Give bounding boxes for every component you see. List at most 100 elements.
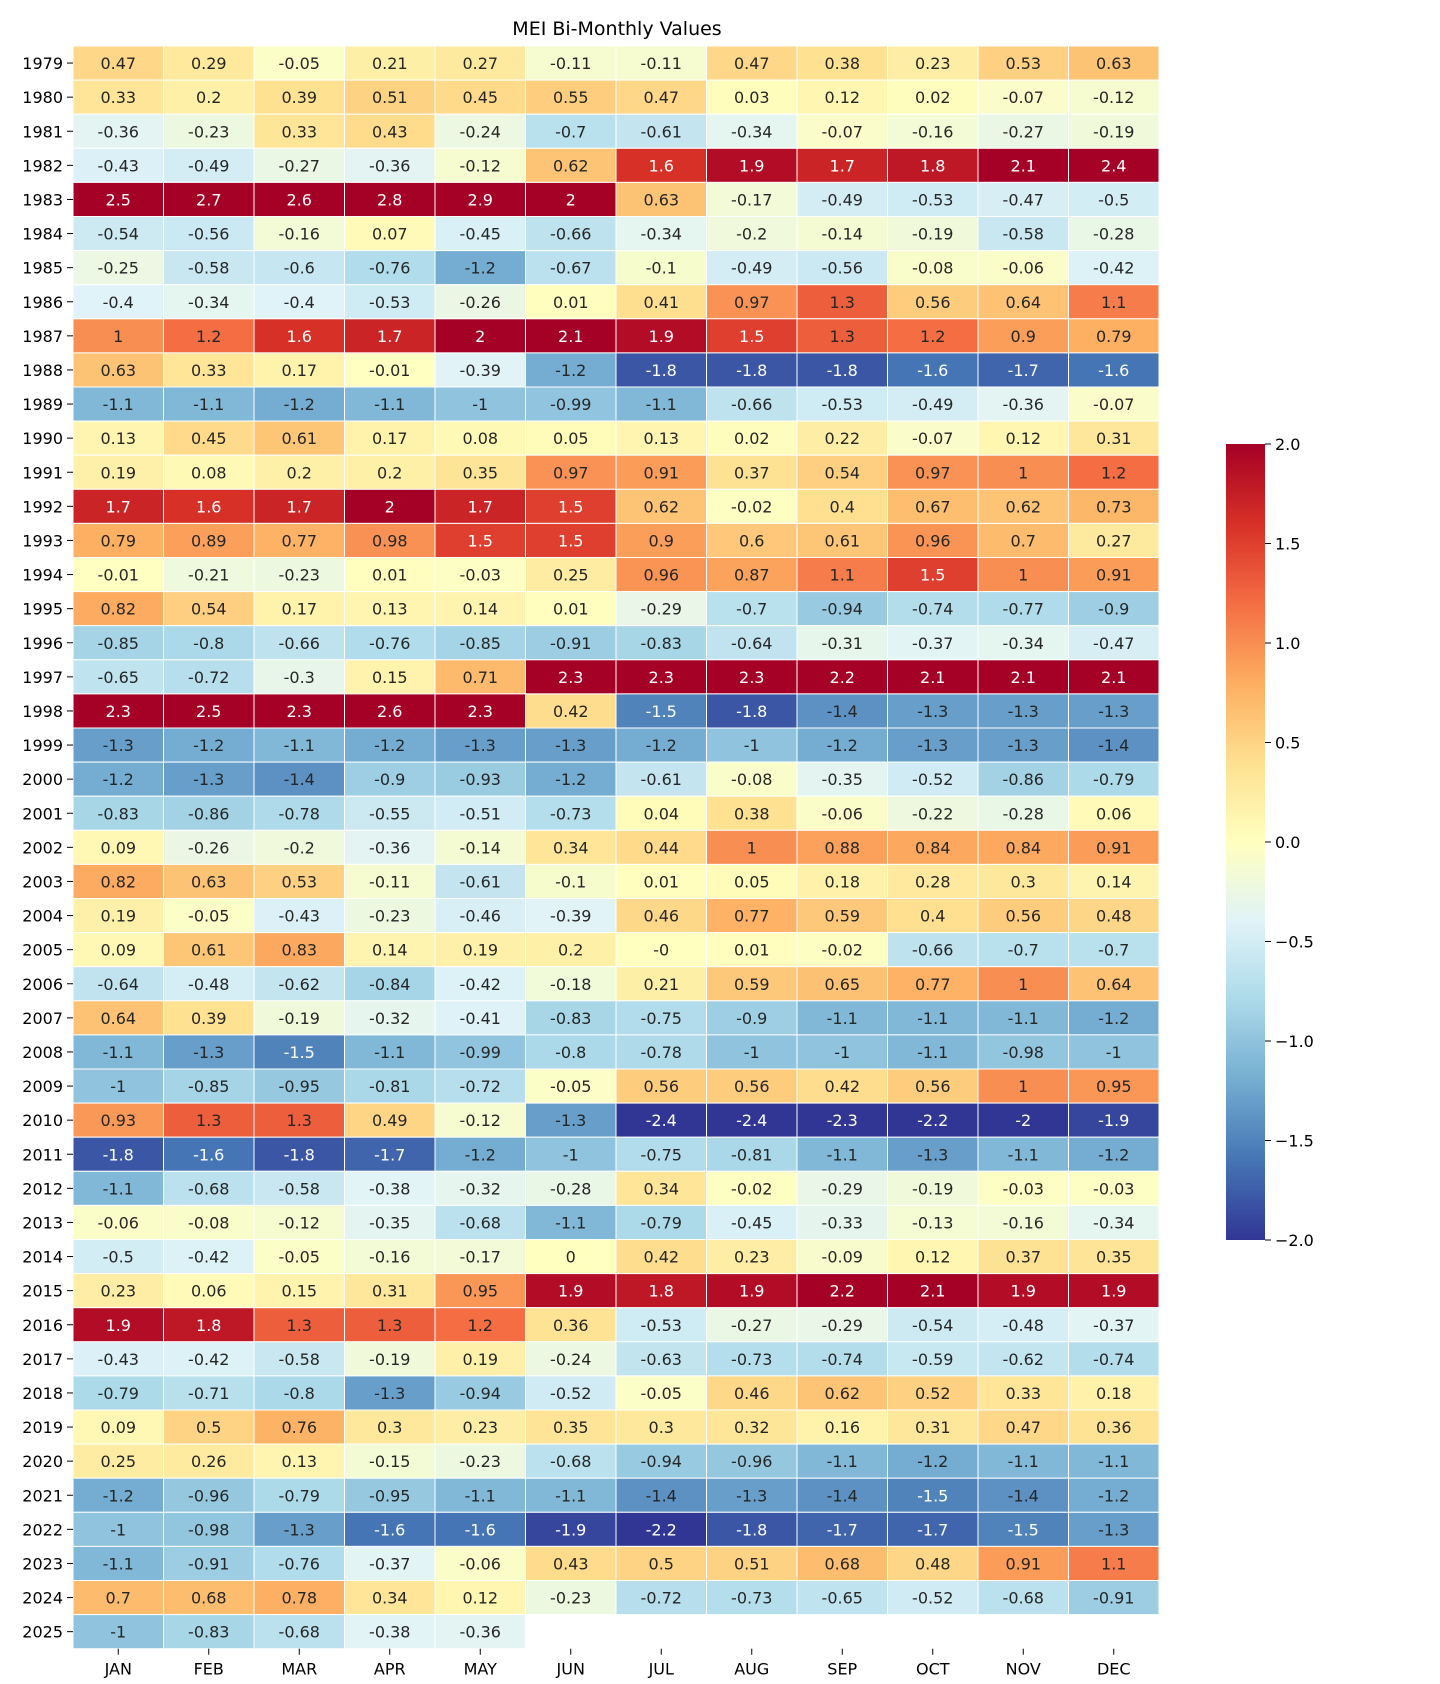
heatmap-cell bbox=[163, 386, 255, 422]
cell-label: -0.52 bbox=[912, 770, 953, 789]
heatmap-cell bbox=[72, 1375, 164, 1411]
cell-label: -0.05 bbox=[279, 54, 320, 73]
heatmap-cell bbox=[706, 1409, 798, 1445]
cell-label: -0.66 bbox=[731, 395, 772, 414]
cell-label: -0.94 bbox=[822, 600, 863, 619]
cell-label: -0.95 bbox=[369, 1486, 410, 1505]
cell-label: -0.51 bbox=[460, 804, 501, 823]
cell-label: -0.91 bbox=[188, 1554, 229, 1573]
cell-label: -0.34 bbox=[188, 293, 229, 312]
heatmap-cell bbox=[615, 591, 707, 627]
y-tick-label: 1999 bbox=[22, 736, 63, 755]
heatmap-cell bbox=[1068, 966, 1160, 1002]
heatmap-cell bbox=[796, 1307, 888, 1343]
heatmap-cell bbox=[615, 79, 707, 115]
heatmap-cell bbox=[1068, 591, 1160, 627]
cell-label: -0.2 bbox=[284, 838, 315, 857]
y-tick-label: 2003 bbox=[22, 872, 63, 891]
cell-label: -0.68 bbox=[550, 1452, 591, 1471]
cell-label: -0.52 bbox=[912, 1589, 953, 1608]
cell-label: 2.6 bbox=[377, 702, 402, 721]
cell-label: -0.74 bbox=[912, 600, 953, 619]
y-tick-label: 2024 bbox=[22, 1589, 63, 1608]
heatmap-cell bbox=[796, 1170, 888, 1206]
cell-label: 1.7 bbox=[106, 497, 131, 516]
cell-label: -1.1 bbox=[917, 1043, 948, 1062]
cell-label: -0.49 bbox=[822, 190, 863, 209]
heatmap-cell bbox=[434, 1409, 526, 1445]
heatmap-cell bbox=[615, 1204, 707, 1241]
cell-label: 0.63 bbox=[643, 190, 679, 209]
cell-label: -1.2 bbox=[465, 1145, 496, 1164]
cell-label: 0.12 bbox=[824, 88, 860, 107]
heatmap-cell bbox=[887, 1170, 979, 1206]
cell-label: -0.34 bbox=[1093, 1213, 1134, 1232]
cell-label: 0.35 bbox=[553, 1418, 589, 1437]
cell-label: 0.77 bbox=[734, 907, 770, 926]
cell-label: -0.58 bbox=[279, 1179, 320, 1198]
cell-label: 0.52 bbox=[915, 1384, 951, 1403]
cell-label: -0.79 bbox=[641, 1213, 682, 1232]
cell-label: -1.2 bbox=[103, 770, 134, 789]
cell-label: -0.7 bbox=[555, 122, 586, 141]
heatmap-cell bbox=[163, 250, 255, 286]
colorbar-tick-label: −0.5 bbox=[1275, 933, 1314, 952]
cell-label: 2.5 bbox=[196, 702, 221, 721]
cell-label: 0.95 bbox=[462, 1282, 498, 1301]
cell-label: 1.6 bbox=[196, 497, 221, 516]
heatmap-cell bbox=[615, 1170, 707, 1206]
cell-label: -1.3 bbox=[103, 736, 134, 755]
cell-label: -0.23 bbox=[188, 122, 229, 141]
heatmap-cell bbox=[253, 966, 345, 1002]
cell-label: -0.1 bbox=[555, 872, 586, 891]
cell-label: -1.7 bbox=[1008, 361, 1039, 380]
cell-label: -1.6 bbox=[917, 361, 948, 380]
cell-label: 1 bbox=[113, 327, 123, 346]
cell-label: -0.18 bbox=[550, 975, 591, 994]
cell-label: 0.9 bbox=[649, 531, 674, 550]
heatmap-cell bbox=[525, 1477, 617, 1513]
cell-label: -1.8 bbox=[736, 361, 767, 380]
heatmap-cell bbox=[434, 1375, 526, 1411]
cell-label: 0.4 bbox=[920, 907, 945, 926]
cell-label: -0.27 bbox=[731, 1316, 772, 1335]
cell-label: -0.78 bbox=[279, 804, 320, 823]
y-tick-label: 2002 bbox=[22, 838, 63, 857]
cell-label: 2.8 bbox=[377, 190, 402, 209]
cell-label: 0.07 bbox=[372, 225, 408, 244]
cell-label: -0.14 bbox=[460, 838, 501, 857]
cell-label: 0.5 bbox=[649, 1554, 674, 1573]
y-tick-label: 2025 bbox=[22, 1623, 63, 1642]
cell-label: -0.32 bbox=[460, 1179, 501, 1198]
cell-label: -0.12 bbox=[1093, 88, 1134, 107]
heatmap-cell bbox=[344, 693, 436, 729]
cell-label: 1 bbox=[747, 838, 757, 857]
cell-label: -1.6 bbox=[465, 1520, 496, 1539]
cell-label: -1.1 bbox=[646, 395, 677, 414]
cell-label: -0.79 bbox=[98, 1384, 139, 1403]
heatmap-cell bbox=[977, 693, 1069, 729]
heatmap-cell bbox=[344, 1443, 436, 1479]
cell-label: 0.43 bbox=[553, 1554, 589, 1573]
heatmap-cell bbox=[615, 488, 707, 524]
cell-label: 0.19 bbox=[100, 463, 136, 482]
heatmap-cell bbox=[706, 932, 798, 968]
heatmap-cell bbox=[1068, 557, 1160, 593]
cell-label: 1.1 bbox=[1101, 293, 1126, 312]
heatmap-cell bbox=[344, 1273, 436, 1309]
cell-label: 2.1 bbox=[920, 668, 945, 687]
cell-label: -0.4 bbox=[103, 293, 134, 312]
cell-label: 1.9 bbox=[649, 327, 674, 346]
cell-label: 0.01 bbox=[734, 941, 770, 960]
heatmap-cell bbox=[887, 250, 979, 286]
cell-label: -0.53 bbox=[822, 395, 863, 414]
heatmap-cell bbox=[163, 1409, 255, 1445]
cell-label: 0.51 bbox=[734, 1554, 770, 1573]
cell-label: -1.9 bbox=[555, 1520, 586, 1539]
cell-label: -1.1 bbox=[103, 395, 134, 414]
cell-label: -0.39 bbox=[460, 361, 501, 380]
heatmap-cell bbox=[163, 1375, 255, 1411]
cell-label: 0.87 bbox=[734, 566, 770, 585]
cell-label: 0.56 bbox=[915, 293, 951, 312]
x-tick-label: SEP bbox=[827, 1660, 857, 1679]
